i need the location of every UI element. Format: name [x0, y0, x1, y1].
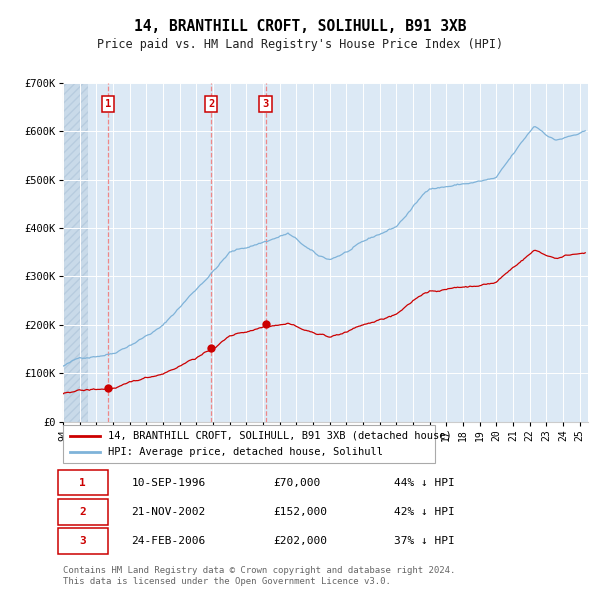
Text: 10-SEP-1996: 10-SEP-1996 — [131, 477, 205, 487]
Text: 24-FEB-2006: 24-FEB-2006 — [131, 536, 205, 546]
FancyBboxPatch shape — [58, 528, 107, 554]
Text: 37% ↓ HPI: 37% ↓ HPI — [394, 536, 455, 546]
Text: 14, BRANTHILL CROFT, SOLIHULL, B91 3XB: 14, BRANTHILL CROFT, SOLIHULL, B91 3XB — [134, 19, 466, 34]
Text: 44% ↓ HPI: 44% ↓ HPI — [394, 477, 455, 487]
Text: 3: 3 — [79, 536, 86, 546]
Text: 1: 1 — [79, 477, 86, 487]
Text: 2: 2 — [208, 99, 214, 109]
Text: Price paid vs. HM Land Registry's House Price Index (HPI): Price paid vs. HM Land Registry's House … — [97, 38, 503, 51]
Text: 1: 1 — [105, 99, 111, 109]
Text: 21-NOV-2002: 21-NOV-2002 — [131, 507, 205, 517]
Text: Contains HM Land Registry data © Crown copyright and database right 2024.
This d: Contains HM Land Registry data © Crown c… — [63, 566, 455, 586]
Text: £202,000: £202,000 — [273, 536, 327, 546]
FancyBboxPatch shape — [63, 425, 435, 463]
Text: HPI: Average price, detached house, Solihull: HPI: Average price, detached house, Soli… — [107, 447, 383, 457]
Text: 3: 3 — [262, 99, 269, 109]
Bar — [63, 83, 88, 422]
Text: £152,000: £152,000 — [273, 507, 327, 517]
Text: 42% ↓ HPI: 42% ↓ HPI — [394, 507, 455, 517]
Text: 2: 2 — [79, 507, 86, 517]
Bar — [63, 83, 88, 422]
FancyBboxPatch shape — [58, 499, 107, 525]
Text: 14, BRANTHILL CROFT, SOLIHULL, B91 3XB (detached house): 14, BRANTHILL CROFT, SOLIHULL, B91 3XB (… — [107, 431, 451, 441]
FancyBboxPatch shape — [58, 470, 107, 496]
Text: £70,000: £70,000 — [273, 477, 320, 487]
